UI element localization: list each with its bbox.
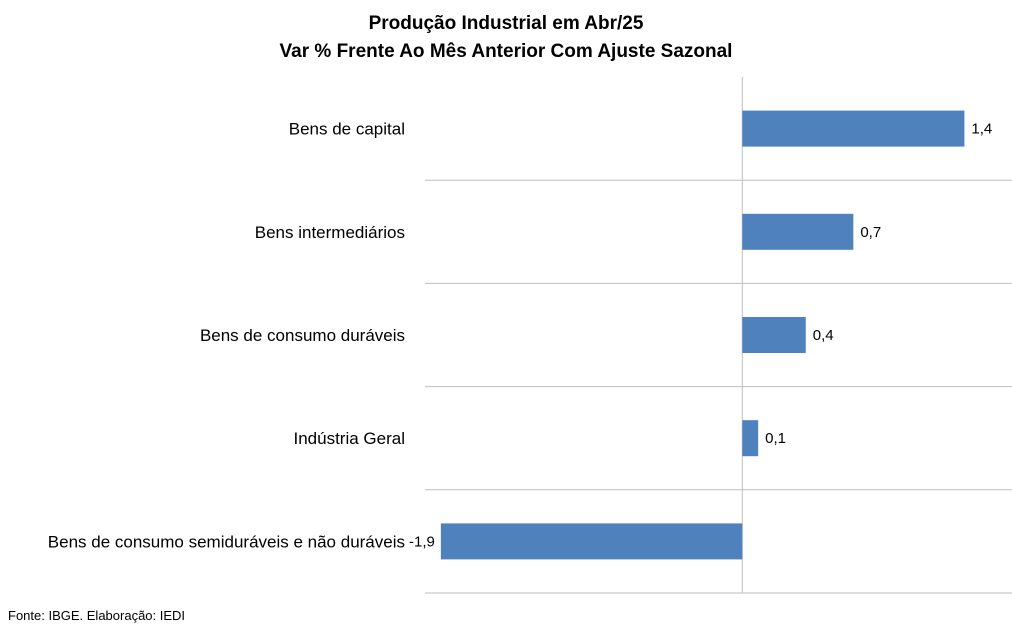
data-label: 0,4 [813, 327, 834, 344]
category-label: Bens de consumo duráveis [200, 326, 405, 345]
data-label: 0,1 [765, 430, 786, 447]
data-label: 0,7 [860, 224, 881, 241]
chart-subtitle: Var % Frente Ao Mês Anterior Com Ajuste … [279, 41, 733, 62]
data-label: 1,4 [971, 121, 992, 138]
chart-title: Produção Industrial em Abr/25 [368, 13, 644, 34]
bar [742, 213, 854, 250]
bar [742, 317, 806, 353]
source-note: Fonte: IBGE. Elaboração: IEDI [8, 608, 186, 623]
bar [742, 420, 759, 457]
category-label: Indústria Geral [294, 429, 406, 448]
chart-title-block: Produção Industrial em Abr/25 Var % Fren… [0, 10, 1012, 66]
category-label: Bens de consumo semiduráveis e não duráv… [48, 532, 405, 551]
category-label: Bens de capital [289, 120, 405, 139]
bar [742, 110, 965, 147]
category-label: Bens intermediários [255, 223, 405, 242]
data-label: -1,9 [409, 533, 435, 550]
bar [440, 523, 743, 560]
